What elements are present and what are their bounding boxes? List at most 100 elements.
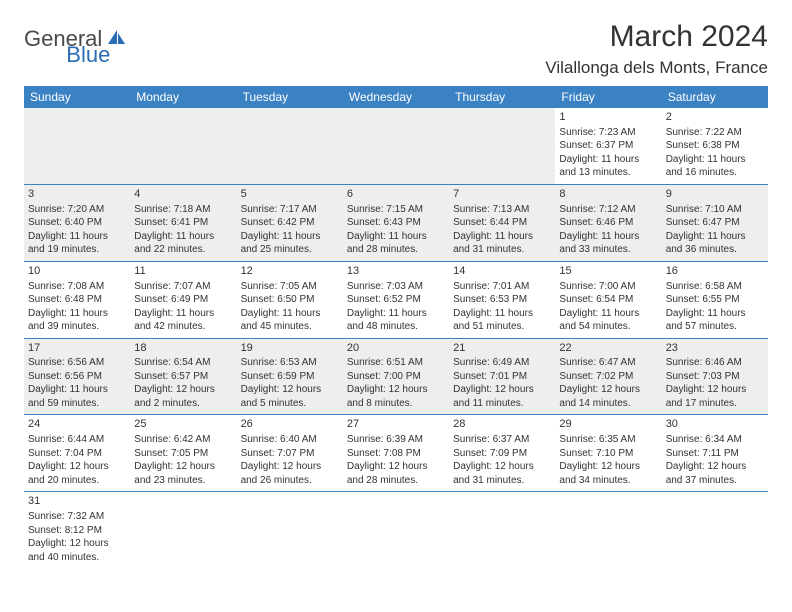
sunrise-text: Sunrise: 6:42 AM	[134, 433, 232, 447]
daylight-text: Daylight: 12 hours	[134, 460, 232, 474]
daylight-text: Daylight: 11 hours	[453, 230, 551, 244]
day-number: 10	[28, 264, 126, 279]
daylight-text-2: and 33 minutes.	[559, 243, 657, 257]
daylight-text-2: and 14 minutes.	[559, 397, 657, 411]
sunset-text: Sunset: 6:50 PM	[241, 293, 339, 307]
sunset-text: Sunset: 6:52 PM	[347, 293, 445, 307]
sunset-text: Sunset: 7:00 PM	[347, 370, 445, 384]
daylight-text-2: and 5 minutes.	[241, 397, 339, 411]
sunset-text: Sunset: 6:47 PM	[666, 216, 764, 230]
day-number: 2	[666, 110, 764, 125]
calendar-row: 1Sunrise: 7:23 AMSunset: 6:37 PMDaylight…	[24, 108, 768, 184]
sunset-text: Sunset: 6:57 PM	[134, 370, 232, 384]
day-cell	[237, 108, 343, 184]
day-cell: 10Sunrise: 7:08 AMSunset: 6:48 PMDayligh…	[24, 261, 130, 338]
day-cell	[237, 492, 343, 568]
weekday-header: Wednesday	[343, 86, 449, 108]
daylight-text: Daylight: 11 hours	[347, 230, 445, 244]
day-number: 20	[347, 341, 445, 356]
daylight-text-2: and 48 minutes.	[347, 320, 445, 334]
sunset-text: Sunset: 6:49 PM	[134, 293, 232, 307]
daylight-text-2: and 13 minutes.	[559, 166, 657, 180]
day-cell: 4Sunrise: 7:18 AMSunset: 6:41 PMDaylight…	[130, 184, 236, 261]
day-number: 13	[347, 264, 445, 279]
daylight-text-2: and 31 minutes.	[453, 243, 551, 257]
day-number: 30	[666, 417, 764, 432]
sunset-text: Sunset: 7:01 PM	[453, 370, 551, 384]
sunrise-text: Sunrise: 7:22 AM	[666, 126, 764, 140]
weekday-header: Saturday	[662, 86, 768, 108]
day-cell: 2Sunrise: 7:22 AMSunset: 6:38 PMDaylight…	[662, 108, 768, 184]
daylight-text-2: and 42 minutes.	[134, 320, 232, 334]
daylight-text-2: and 57 minutes.	[666, 320, 764, 334]
daylight-text: Daylight: 11 hours	[28, 307, 126, 321]
day-cell: 25Sunrise: 6:42 AMSunset: 7:05 PMDayligh…	[130, 415, 236, 492]
daylight-text-2: and 17 minutes.	[666, 397, 764, 411]
sunrise-text: Sunrise: 7:32 AM	[28, 510, 126, 524]
daylight-text: Daylight: 11 hours	[28, 230, 126, 244]
weekday-header: Sunday	[24, 86, 130, 108]
daylight-text-2: and 45 minutes.	[241, 320, 339, 334]
daylight-text-2: and 31 minutes.	[453, 474, 551, 488]
day-number: 1	[559, 110, 657, 125]
daylight-text-2: and 54 minutes.	[559, 320, 657, 334]
day-number: 27	[347, 417, 445, 432]
daylight-text: Daylight: 11 hours	[134, 230, 232, 244]
daylight-text: Daylight: 11 hours	[559, 230, 657, 244]
day-cell: 20Sunrise: 6:51 AMSunset: 7:00 PMDayligh…	[343, 338, 449, 415]
sunrise-text: Sunrise: 6:46 AM	[666, 356, 764, 370]
day-number: 25	[134, 417, 232, 432]
sunrise-text: Sunrise: 7:18 AM	[134, 203, 232, 217]
daylight-text-2: and 59 minutes.	[28, 397, 126, 411]
day-number: 22	[559, 341, 657, 356]
daylight-text: Daylight: 12 hours	[28, 460, 126, 474]
day-cell: 9Sunrise: 7:10 AMSunset: 6:47 PMDaylight…	[662, 184, 768, 261]
day-cell	[130, 492, 236, 568]
daylight-text-2: and 20 minutes.	[28, 474, 126, 488]
daylight-text: Daylight: 11 hours	[559, 307, 657, 321]
sunrise-text: Sunrise: 6:47 AM	[559, 356, 657, 370]
day-cell: 13Sunrise: 7:03 AMSunset: 6:52 PMDayligh…	[343, 261, 449, 338]
calendar-row: 31Sunrise: 7:32 AMSunset: 8:12 PMDayligh…	[24, 492, 768, 568]
day-number: 17	[28, 341, 126, 356]
sunset-text: Sunset: 7:08 PM	[347, 447, 445, 461]
day-cell: 19Sunrise: 6:53 AMSunset: 6:59 PMDayligh…	[237, 338, 343, 415]
day-cell: 14Sunrise: 7:01 AMSunset: 6:53 PMDayligh…	[449, 261, 555, 338]
sunset-text: Sunset: 6:41 PM	[134, 216, 232, 230]
sunset-text: Sunset: 7:11 PM	[666, 447, 764, 461]
daylight-text-2: and 19 minutes.	[28, 243, 126, 257]
day-number: 23	[666, 341, 764, 356]
day-number: 9	[666, 187, 764, 202]
day-cell	[449, 108, 555, 184]
day-number: 7	[453, 187, 551, 202]
day-number: 4	[134, 187, 232, 202]
day-cell	[449, 492, 555, 568]
sunset-text: Sunset: 7:04 PM	[28, 447, 126, 461]
daylight-text: Daylight: 12 hours	[666, 383, 764, 397]
day-cell: 7Sunrise: 7:13 AMSunset: 6:44 PMDaylight…	[449, 184, 555, 261]
calendar-row: 17Sunrise: 6:56 AMSunset: 6:56 PMDayligh…	[24, 338, 768, 415]
day-number: 16	[666, 264, 764, 279]
sunset-text: Sunset: 7:07 PM	[241, 447, 339, 461]
sunrise-text: Sunrise: 7:12 AM	[559, 203, 657, 217]
weekday-row: Sunday Monday Tuesday Wednesday Thursday…	[24, 86, 768, 108]
sunset-text: Sunset: 8:12 PM	[28, 524, 126, 538]
daylight-text-2: and 34 minutes.	[559, 474, 657, 488]
daylight-text-2: and 28 minutes.	[347, 243, 445, 257]
daylight-text: Daylight: 11 hours	[347, 307, 445, 321]
sunrise-text: Sunrise: 6:54 AM	[134, 356, 232, 370]
daylight-text: Daylight: 12 hours	[134, 383, 232, 397]
daylight-text-2: and 25 minutes.	[241, 243, 339, 257]
sunset-text: Sunset: 6:42 PM	[241, 216, 339, 230]
day-number: 19	[241, 341, 339, 356]
weekday-header: Monday	[130, 86, 236, 108]
sunrise-text: Sunrise: 6:58 AM	[666, 280, 764, 294]
sunrise-text: Sunrise: 7:01 AM	[453, 280, 551, 294]
daylight-text: Daylight: 11 hours	[453, 307, 551, 321]
sunrise-text: Sunrise: 7:15 AM	[347, 203, 445, 217]
sunrise-text: Sunrise: 6:35 AM	[559, 433, 657, 447]
day-number: 8	[559, 187, 657, 202]
day-cell: 1Sunrise: 7:23 AMSunset: 6:37 PMDaylight…	[555, 108, 661, 184]
daylight-text: Daylight: 11 hours	[134, 307, 232, 321]
daylight-text-2: and 11 minutes.	[453, 397, 551, 411]
